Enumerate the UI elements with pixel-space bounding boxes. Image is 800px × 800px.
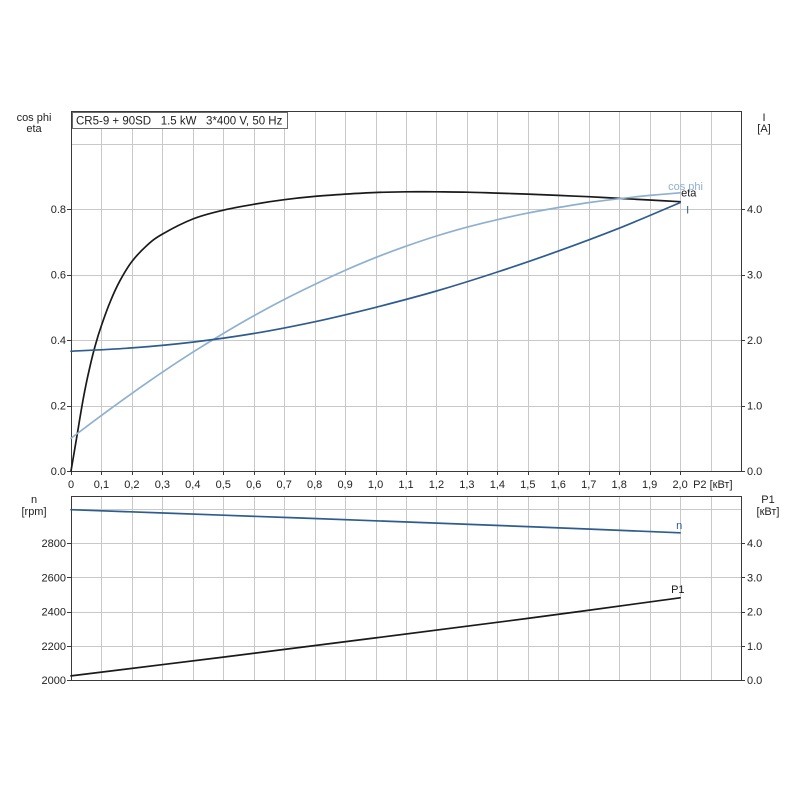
chart-title: CR5-9 + 90SD 1.5 kW 3*400 V, 50 Hz bbox=[76, 116, 283, 128]
x-tick-label: 1,6 bbox=[551, 479, 566, 491]
y-left-tick-label: 0.0 bbox=[51, 466, 66, 478]
x-tick-label: 1,8 bbox=[612, 479, 627, 491]
x-tick-label: 0,9 bbox=[337, 479, 352, 491]
series-label-i: I bbox=[686, 205, 689, 217]
x-tick-label: 1,5 bbox=[520, 479, 535, 491]
y-left-tick-label: 0.4 bbox=[51, 335, 66, 347]
x-axis-label: P2 [кВт] bbox=[693, 479, 732, 491]
y-left-tick-label: 0.8 bbox=[51, 204, 66, 216]
y-left-axis-title-line: eta bbox=[26, 123, 42, 135]
y-left-tick-label: 2600 bbox=[42, 572, 66, 584]
x-tick-label: 0,4 bbox=[185, 479, 200, 491]
y-right-tick-label: 4.0 bbox=[747, 204, 762, 216]
y-right-axis-title-line: P1 bbox=[761, 494, 774, 506]
y-right-tick-label: 0.0 bbox=[747, 675, 762, 687]
x-tick-label: 1,0 bbox=[368, 479, 383, 491]
y-right-tick-label: 2.0 bbox=[747, 335, 762, 347]
y-right-tick-label: 0.0 bbox=[747, 466, 762, 478]
x-tick-label: 0,7 bbox=[277, 479, 292, 491]
x-tick-label: 1,9 bbox=[642, 479, 657, 491]
y-left-tick-label: 2200 bbox=[42, 641, 66, 653]
y-left-tick-label: 0.6 bbox=[51, 270, 66, 282]
x-tick-label: 0,8 bbox=[307, 479, 322, 491]
y-left-axis-title-line: n bbox=[31, 494, 37, 506]
x-tick-label: 1,4 bbox=[490, 479, 505, 491]
y-right-tick-label: 1.0 bbox=[747, 641, 762, 653]
series-label-n: n bbox=[676, 520, 682, 532]
series-line-cos-phi bbox=[70, 191, 681, 440]
y-left-axis-title-line: [rpm] bbox=[21, 506, 46, 518]
x-tick-label: 0 bbox=[68, 479, 74, 491]
x-tick-label: 1,2 bbox=[429, 479, 444, 491]
x-tick-label: 2,0 bbox=[672, 479, 687, 491]
y-left-tick-label: 2000 bbox=[42, 675, 66, 687]
y-right-tick-label: 2.0 bbox=[747, 607, 762, 619]
x-tick-label: 0,5 bbox=[216, 479, 231, 491]
x-tick-label: 0,6 bbox=[246, 479, 261, 491]
lower-chart-speed-power: 20002200240026002800n[rpm]0.01.02.03.04.… bbox=[21, 494, 779, 687]
x-tick-label: 1,1 bbox=[398, 479, 413, 491]
x-tick-label: 0,1 bbox=[94, 479, 109, 491]
series-label-p1: P1 bbox=[671, 584, 684, 596]
series-label-eta: eta bbox=[681, 188, 697, 200]
y-right-tick-label: 3.0 bbox=[747, 270, 762, 282]
y-right-axis-title-line: I bbox=[762, 112, 765, 124]
chart-title-box bbox=[72, 112, 288, 129]
x-tick-label: 0,3 bbox=[155, 479, 170, 491]
series-line-eta bbox=[70, 190, 681, 472]
x-tick-label: 1,3 bbox=[459, 479, 474, 491]
y-right-tick-label: 1.0 bbox=[747, 401, 762, 413]
series-line-n bbox=[70, 508, 681, 534]
y-left-tick-label: 2800 bbox=[42, 538, 66, 550]
series-line-p1 bbox=[70, 596, 681, 677]
plot-frame bbox=[71, 496, 742, 681]
y-right-tick-label: 3.0 bbox=[747, 572, 762, 584]
y-right-axis-title-line: [A] bbox=[757, 123, 770, 135]
y-right-tick-label: 4.0 bbox=[747, 538, 762, 550]
y-left-axis-title-line: cos phi bbox=[17, 112, 52, 124]
series-label-cos-phi: cos phi bbox=[668, 181, 703, 193]
series-line-i bbox=[70, 201, 681, 353]
y-left-tick-label: 2400 bbox=[42, 607, 66, 619]
grid bbox=[71, 496, 741, 680]
y-left-tick-label: 0.2 bbox=[51, 401, 66, 413]
y-right-axis-title-line: [кВт] bbox=[757, 506, 780, 518]
grid bbox=[71, 111, 741, 471]
x-tick-label: 1,7 bbox=[581, 479, 596, 491]
upper-chart-eta-cosphi-current: 0 0,1 0,2 0,3 0,4 0,5 0,6 0,7 0,8 0,9 1,0 1,1 1,2 1,3… bbox=[17, 111, 771, 491]
x-tick-label: 0,2 bbox=[124, 479, 139, 491]
